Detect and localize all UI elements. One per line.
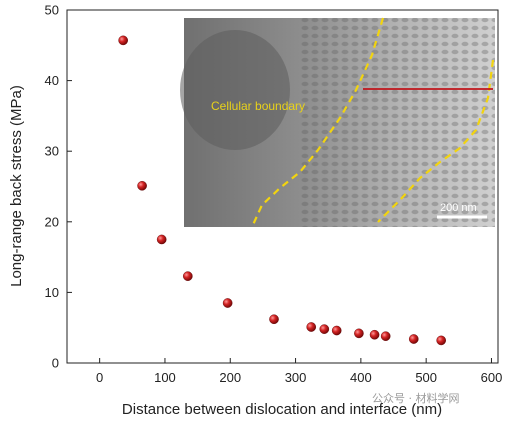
cellular-boundary-line-1 (250, 17, 385, 228)
scale-bar-label: 200 nm (440, 202, 477, 214)
data-point (118, 35, 128, 46)
data-point (436, 335, 446, 346)
data-point (306, 322, 317, 332)
y-tick-label: 30 (45, 144, 59, 159)
y-tick-label: 50 (45, 3, 59, 18)
data-point (156, 234, 167, 245)
x-tick-label: 100 (154, 370, 176, 385)
x-tick-label: 500 (415, 370, 437, 385)
data-point (319, 324, 330, 334)
x-axis-title: Distance between dislocation and interfa… (122, 401, 442, 418)
cellular-boundary-label: Cellular boundary (211, 99, 305, 113)
x-tick-label: 200 (219, 370, 241, 385)
cellular-boundary-line-2 (377, 59, 495, 223)
x-tick-label: 600 (481, 370, 503, 385)
data-point (408, 334, 419, 344)
x-tick-label: 400 (350, 370, 372, 385)
x-tick-label: 0 (96, 370, 103, 385)
plot-frame (66, 9, 499, 364)
y-axis: 0 10 20 30 40 50 (45, 3, 72, 371)
y-tick-label: 10 (45, 285, 59, 300)
data-point (222, 298, 233, 308)
data-point (183, 271, 193, 281)
data-point (354, 328, 364, 339)
watermark: 公众号 · 材料学网 (372, 391, 460, 405)
data-point (269, 314, 279, 325)
data-point (369, 329, 380, 340)
data-point (380, 331, 391, 341)
x-axis: 0 100 200 300 400 500 600 (96, 358, 502, 385)
x-tick-label: 300 (285, 370, 307, 385)
y-tick-label: 20 (45, 214, 59, 229)
y-tick-label: 0 (52, 356, 59, 371)
data-points (118, 35, 446, 346)
data-point (137, 180, 147, 191)
inset-texture (300, 18, 495, 227)
data-point (331, 325, 342, 336)
y-tick-label: 40 (45, 73, 59, 88)
inset-micrograph: Cellular boundary 200 nm (180, 17, 495, 228)
y-axis-title: Long-range back stress (MPa) (8, 85, 25, 287)
inset-dark-region (180, 30, 290, 150)
